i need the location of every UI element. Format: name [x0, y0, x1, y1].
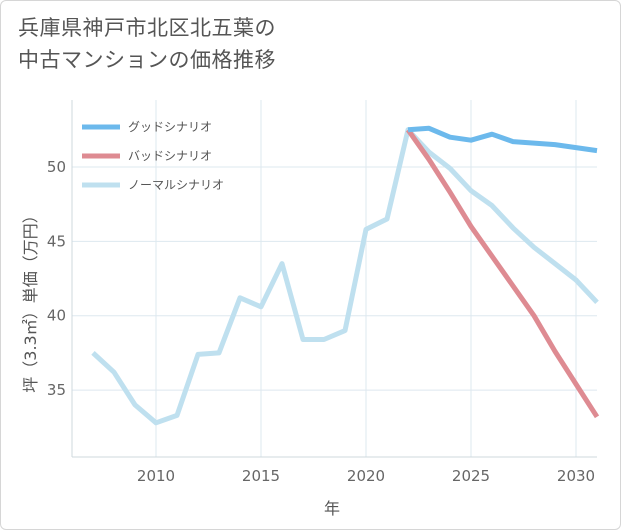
y-tick-label-40: 40	[47, 307, 66, 325]
x-tick-labels: 2010 2015 2020 2025 2030	[137, 467, 595, 485]
chart-title: 兵庫県神戸市北区北五葉の 中古マンションの価格推移	[18, 12, 418, 76]
y-tick-label-35: 35	[47, 381, 66, 399]
series-line-1	[405, 128, 600, 419]
chart-title-line2: 中古マンションの価格推移	[18, 48, 276, 72]
legend-label-1: バッドシナリオ	[128, 149, 212, 163]
x-tick-label-2020: 2020	[347, 467, 385, 485]
x-tick-label-2010: 2010	[137, 467, 175, 485]
x-tick-label-2025: 2025	[452, 467, 490, 485]
series-group	[91, 125, 600, 426]
y-tick-labels: 35 40 45 50	[47, 158, 66, 399]
x-tick-label-2030: 2030	[557, 467, 595, 485]
x-axis-label: 年	[324, 499, 340, 518]
series-line-0	[407, 125, 598, 154]
series-line-2	[91, 127, 599, 426]
y-tick-label-45: 45	[47, 232, 66, 250]
legend-label-0: グッドシナリオ	[128, 120, 212, 134]
legend-label-2: ノーマルシナリオ	[128, 178, 224, 192]
grid	[71, 100, 597, 458]
y-tick-label-50: 50	[47, 158, 66, 176]
x-tick-label-2015: 2015	[242, 467, 280, 485]
y-axis-label: 坪（3.3㎡）単価（万円）	[21, 207, 40, 392]
chart-title-line1: 兵庫県神戸市北区北五葉の	[18, 16, 276, 40]
